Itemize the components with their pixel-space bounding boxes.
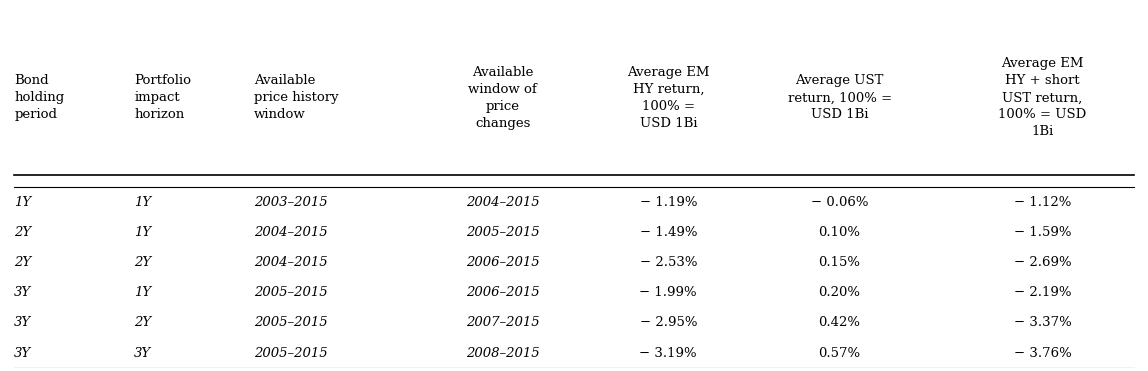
Text: 1Y: 1Y [14,196,31,209]
Text: Bond
holding
period: Bond holding period [14,74,64,121]
Text: 1Y: 1Y [134,286,152,299]
Text: 0.10%: 0.10% [819,226,861,239]
Text: Average UST
return, 100% =
USD 1Bi: Average UST return, 100% = USD 1Bi [788,74,892,121]
Text: 2005–2015: 2005–2015 [254,286,327,299]
Text: 2007–2015: 2007–2015 [466,316,540,329]
Text: 2005–2015: 2005–2015 [254,316,327,329]
Text: − 3.37%: − 3.37% [1014,316,1071,329]
Text: − 1.99%: − 1.99% [639,286,697,299]
Text: 1Y: 1Y [134,226,152,239]
Text: − 2.69%: − 2.69% [1014,256,1071,269]
Text: 2Y: 2Y [14,256,31,269]
Text: 2Y: 2Y [134,256,152,269]
Text: − 2.53%: − 2.53% [639,256,697,269]
Text: 2003–2015: 2003–2015 [254,196,327,209]
Text: 2005–2015: 2005–2015 [254,347,327,359]
Text: 2006–2015: 2006–2015 [466,286,540,299]
Text: − 1.49%: − 1.49% [639,226,697,239]
Text: 0.20%: 0.20% [819,286,861,299]
Text: 3Y: 3Y [14,286,31,299]
Text: − 1.12%: − 1.12% [1014,196,1071,209]
Text: 2008–2015: 2008–2015 [466,347,540,359]
Text: − 1.19%: − 1.19% [639,196,697,209]
Text: − 1.59%: − 1.59% [1014,226,1071,239]
Text: 3Y: 3Y [134,347,152,359]
Text: 0.57%: 0.57% [819,347,861,359]
Text: − 2.95%: − 2.95% [639,316,697,329]
Text: 2004–2015: 2004–2015 [466,196,540,209]
Text: Portfolio
impact
horizon: Portfolio impact horizon [134,74,192,121]
Text: 0.15%: 0.15% [819,256,861,269]
Text: 3Y: 3Y [14,347,31,359]
Text: Average EM
HY return,
100% =
USD 1Bi: Average EM HY return, 100% = USD 1Bi [627,66,709,130]
Text: − 0.06%: − 0.06% [810,196,868,209]
Text: 2Y: 2Y [134,316,152,329]
Text: − 2.19%: − 2.19% [1014,286,1071,299]
Text: − 3.19%: − 3.19% [639,347,697,359]
Text: 2Y: 2Y [14,226,31,239]
Text: Average EM
HY + short
UST return,
100% = USD
1Bi: Average EM HY + short UST return, 100% =… [999,57,1086,138]
Text: 1Y: 1Y [134,196,152,209]
Text: 2004–2015: 2004–2015 [254,256,327,269]
Text: 2006–2015: 2006–2015 [466,256,540,269]
Text: 2004–2015: 2004–2015 [254,226,327,239]
Text: Available
window of
price
changes: Available window of price changes [468,66,537,130]
Text: − 3.76%: − 3.76% [1014,347,1071,359]
Text: 3Y: 3Y [14,316,31,329]
Text: Available
price history
window: Available price history window [254,74,339,121]
Text: 2005–2015: 2005–2015 [466,226,540,239]
Text: 0.42%: 0.42% [819,316,861,329]
